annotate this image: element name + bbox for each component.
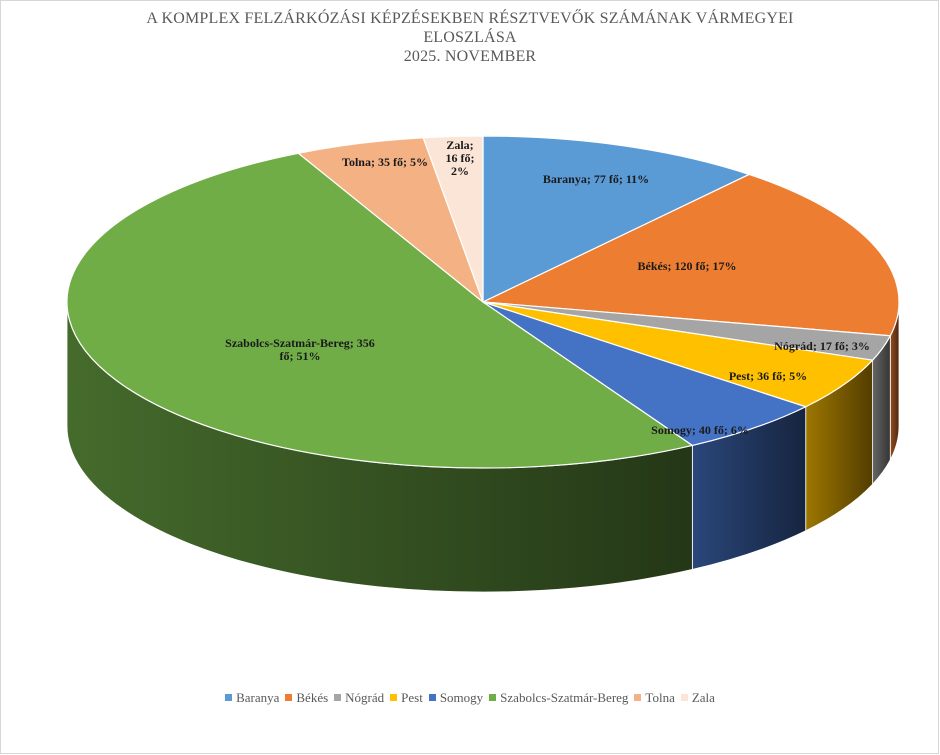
chart-title-line-1: A KOMPLEX FELZÁRKÓZÁSI KÉPZÉSEKBEN RÉSZT… (146, 10, 794, 27)
legend-item-szabolcs-szatmar-bereg: Szabolcs-Szatmár-Bereg (489, 690, 628, 706)
pie-slice-szabolcs-szatmar-bereg (66, 152, 694, 469)
chart-title-line-2: ELOSZLÁSA (423, 29, 517, 46)
legend-item-baranya: Baranya (225, 690, 279, 706)
legend-item-pest: Pest (390, 690, 423, 706)
legend-label: Zala (691, 690, 715, 705)
data-label-nograd: Nógrád; 17 fő; 3% (774, 339, 870, 353)
data-label-line: 2% (451, 164, 469, 178)
legend-swatch (680, 694, 688, 701)
legend-item-nograd: Nógrád (334, 690, 384, 706)
legend-label: Tolna (645, 690, 675, 705)
pie-tops (66, 135, 900, 469)
data-label-line: Somogy; 40 fő; 6% (651, 423, 749, 437)
legend-item-bekes: Békés (285, 690, 328, 706)
data-label-line: Szabolcs-Szatmár-Bereg; 356 (225, 336, 375, 350)
legend-label: Somogy (439, 690, 484, 705)
pie-slice-somogy (482, 301, 808, 447)
data-label-line: Pest; 36 fő; 5% (729, 369, 807, 383)
data-label-line: Békés; 120 fő; 17% (638, 259, 737, 273)
pie-sides (66, 301, 900, 593)
data-label-pest: Pest; 36 fő; 5% (729, 369, 807, 383)
data-label-somogy: Somogy; 40 fő; 6% (651, 423, 749, 437)
data-label-line: Zala; (446, 138, 473, 152)
legend-swatch (225, 694, 233, 701)
legend-item-tolna: Tolna (634, 690, 675, 706)
legend-swatch (634, 694, 642, 701)
data-label-szabolcs-szatmar-bereg: Szabolcs-Szatmár-Bereg; 356 fő; 51% (225, 336, 375, 363)
data-label-bekes: Békés; 120 fő; 17% (638, 259, 737, 273)
chart-title: A KOMPLEX FELZÁRKÓZÁSI KÉPZÉSEKBEN RÉSZT… (0, 9, 940, 66)
data-label-line: Tolna; 35 fő; 5% (342, 155, 428, 169)
data-label-baranya: Baranya; 77 fő; 11% (543, 172, 649, 186)
data-label-line: 16 fő; (446, 151, 475, 165)
pie-slice-baranya (482, 135, 751, 303)
legend-label: Baranya (236, 690, 280, 705)
data-label-line: fő; 51% (280, 349, 321, 363)
data-label-line: Baranya; 77 fő; 11% (543, 172, 649, 186)
pie-data-labels: Baranya; 77 fő; 11% Békés; 120 fő; 17% Nóg… (225, 138, 870, 437)
legend-swatch (390, 694, 398, 701)
legend-label: Nógrád (345, 690, 385, 705)
legend-item-somogy: Somogy (428, 690, 484, 706)
legend-label: Szabolcs-Szatmár-Bereg (500, 690, 629, 705)
legend-swatch (489, 694, 497, 701)
legend-swatch (334, 694, 342, 701)
data-label-line: Nógrád; 17 fő; 3% (774, 339, 870, 353)
pie-slice-bekes (480, 173, 900, 337)
chart-title-line-3: 2025. NOVEMBER (403, 48, 537, 65)
legend-swatch (285, 694, 293, 701)
chart-legend: Baranya Békés Nógrád Pest Somogy Szabolcs-Sza… (0, 690, 940, 706)
legend-swatch (428, 694, 436, 701)
data-label-tolna: Tolna; 35 fő; 5% (342, 155, 428, 169)
data-label-zala: Zala; 16 fő; 2% (446, 138, 475, 178)
pie-slice-zala (422, 135, 484, 303)
legend-item-zala: Zala (680, 690, 715, 706)
legend-label: Békés (296, 690, 329, 705)
legend-label: Pest (401, 690, 423, 705)
